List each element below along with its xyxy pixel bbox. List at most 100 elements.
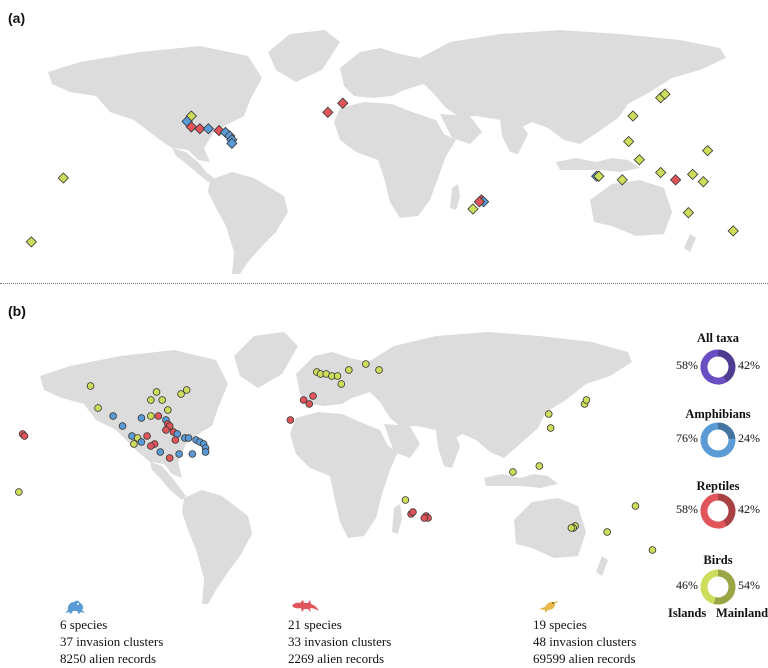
north-america: [40, 350, 228, 478]
birds-species: 19 species: [533, 617, 587, 632]
donut-mainland-segment: [717, 349, 736, 383]
continents: [40, 332, 632, 604]
birds-record-marker: [535, 462, 544, 470]
reptiles-record-marker: [194, 123, 206, 135]
donut-amphibians: [700, 422, 736, 458]
reptiles-record-marker: [171, 436, 180, 444]
birds-record-marker: [147, 396, 155, 404]
amphibians-record-marker: [137, 438, 146, 446]
reptiles-record-marker: [165, 454, 174, 462]
panel-divider: [0, 283, 768, 284]
south-america: [182, 490, 252, 604]
reptiles-records: 2269 alien records: [288, 651, 385, 666]
birds-record-marker: [177, 390, 185, 398]
birds-record-marker: [567, 524, 576, 532]
donut-mainland-segment: [717, 422, 736, 440]
birds-record-marker: [648, 546, 657, 554]
legend-all-taxa-mainland-pct: 42%: [738, 358, 760, 372]
birds-record-marker: [616, 174, 628, 186]
birds-record-marker: [147, 412, 155, 420]
donut-mainland-segment: [717, 493, 736, 527]
birds-record-marker: [544, 410, 553, 418]
lizard-icon: [292, 600, 319, 612]
amphibians-record-marker: [188, 450, 197, 458]
japan: [620, 86, 632, 106]
birds-record-marker: [603, 528, 611, 536]
asia: [368, 332, 632, 458]
amphibians-record-marker: [226, 137, 238, 150]
reptiles-clusters: 33 invasion clusters: [288, 634, 392, 649]
donut-mainland-segment: [713, 569, 736, 605]
arabia: [384, 424, 420, 458]
legend-all-taxa-islands-pct: 58%: [676, 358, 698, 372]
reptiles-record-marker: [337, 97, 349, 109]
reptiles-record-marker: [409, 508, 417, 516]
world-map-b: [15, 332, 657, 604]
birds-record-marker: [164, 406, 172, 414]
birds-record-marker: [86, 382, 95, 390]
donut-islands-segment: [700, 422, 736, 458]
continents: [48, 30, 726, 274]
map-b-markers: [15, 360, 657, 554]
legend-amphibians-mainland-pct: 24%: [738, 431, 760, 445]
greenland: [268, 30, 340, 82]
birds-record-marker: [401, 496, 410, 504]
south-america: [208, 172, 288, 274]
legend-islands-label: Islands: [668, 606, 707, 620]
africa: [334, 102, 456, 218]
donut-islands-segment: [700, 569, 719, 604]
southeast-asia-islands: [556, 158, 640, 172]
europe: [340, 48, 432, 98]
reptiles-record-marker: [322, 106, 334, 118]
birds-record-marker: [182, 386, 191, 394]
reptiles-record-marker: [305, 400, 314, 408]
southeast-asia-islands: [484, 474, 558, 488]
birds-record-marker: [593, 170, 605, 182]
greenland: [234, 332, 298, 388]
legend-amphibians-islands-pct: 76%: [676, 431, 698, 445]
reptiles-record-marker: [20, 432, 29, 440]
birds-record-marker: [333, 372, 342, 380]
new-zealand: [684, 234, 696, 252]
frog-icon: [65, 600, 85, 614]
amphibians-record-marker: [137, 414, 146, 422]
birds-record-marker: [623, 135, 635, 148]
asia: [420, 30, 726, 144]
birds-record-marker: [655, 166, 667, 179]
africa: [290, 412, 398, 538]
amphibians-clusters: 37 invasion clusters: [60, 634, 164, 649]
panel-b-label: (b): [8, 303, 26, 319]
birds-record-marker: [627, 110, 639, 122]
reptiles-record-marker: [143, 432, 151, 440]
reptiles-record-marker: [185, 121, 197, 133]
legend-title-birds: Birds: [703, 553, 733, 567]
donut-islands-segment: [700, 493, 727, 529]
amphibians-record-marker: [202, 123, 215, 135]
madagascar: [450, 184, 460, 210]
legend-birds-mainland-pct: 54%: [738, 578, 760, 592]
reptiles-record-marker: [286, 416, 295, 424]
birds-record-marker: [697, 176, 709, 188]
legend-reptiles-mainland-pct: 42%: [738, 502, 760, 516]
reptiles-summary: 21 species 33 invasion clusters 2269 ali…: [288, 616, 391, 667]
legend-reptiles-islands-pct: 58%: [676, 502, 698, 516]
india: [436, 430, 460, 468]
birds-record-marker: [345, 366, 353, 374]
birds-clusters: 48 invasion clusters: [533, 634, 637, 649]
central-america: [172, 148, 214, 182]
birds-record-marker: [362, 360, 370, 368]
amphibians-record-marker: [156, 448, 165, 456]
birds-record-marker: [659, 88, 671, 100]
birds-record-marker: [94, 404, 102, 412]
amphibians-record-marker: [118, 422, 127, 430]
amphibians-summary: 6 species 37 invasion clusters 8250 alie…: [60, 616, 163, 667]
japan: [540, 394, 552, 416]
birds-record-marker: [467, 203, 479, 215]
birds-record-marker: [701, 144, 714, 157]
birds-record-marker: [546, 424, 555, 432]
madagascar: [392, 504, 402, 534]
reptiles-record-marker: [154, 412, 163, 420]
reptiles-record-marker: [473, 196, 485, 208]
birds-record-marker: [158, 396, 166, 404]
legend-title-amphibians: Amphibians: [685, 407, 751, 421]
